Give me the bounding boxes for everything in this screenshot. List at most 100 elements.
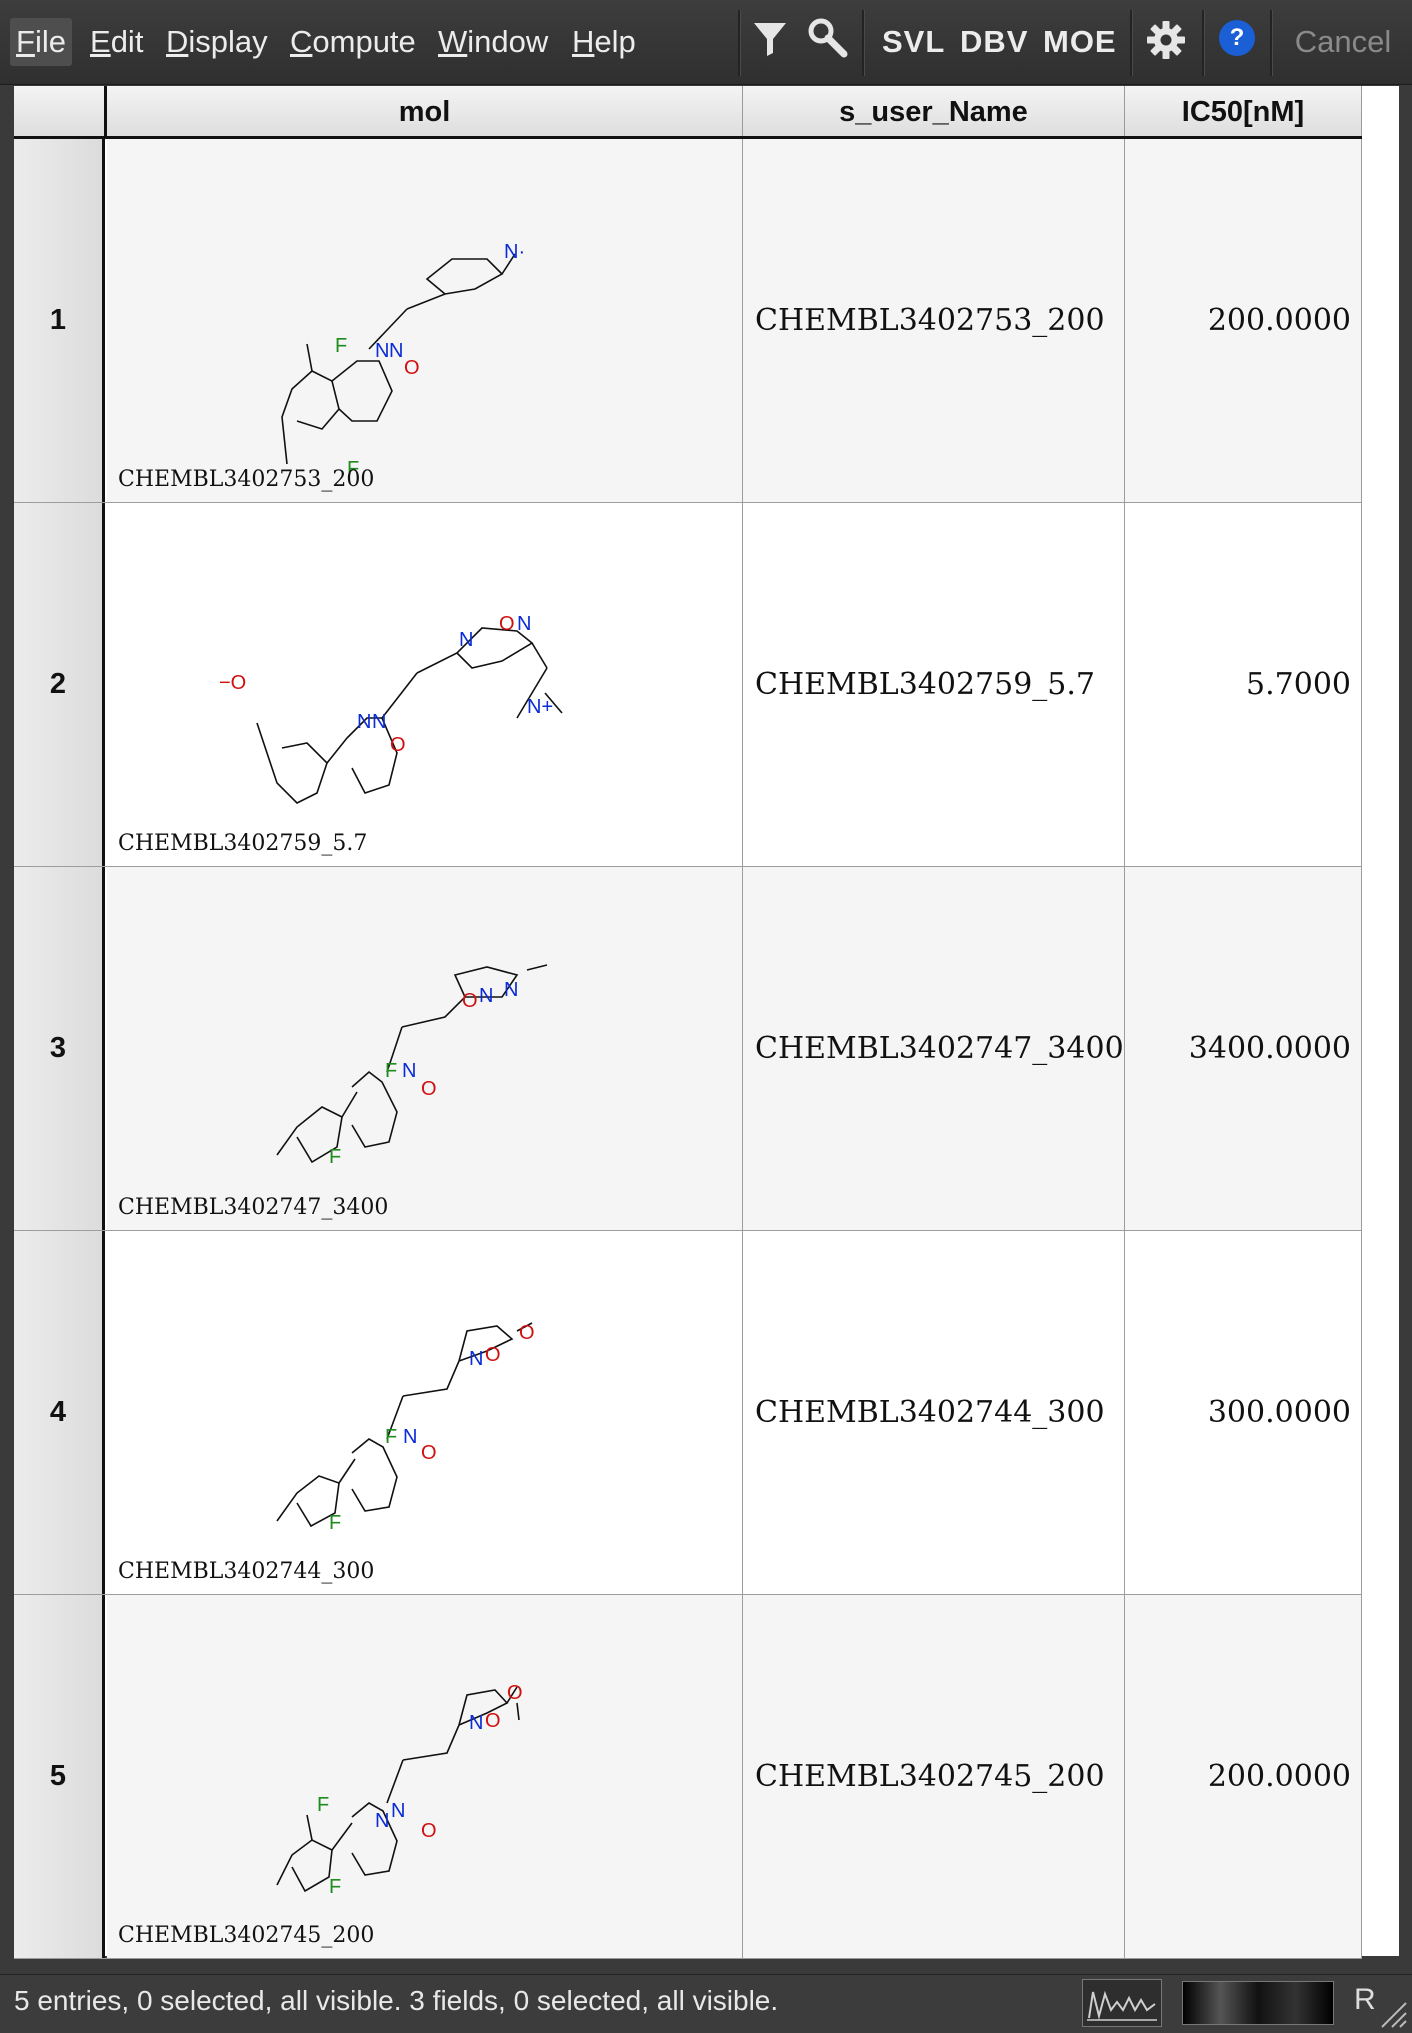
atom-label: N — [504, 979, 518, 1001]
atom-label: F — [385, 1426, 397, 1448]
help-icon[interactable]: ? — [1219, 20, 1255, 56]
atom-label: N — [469, 1712, 483, 1734]
molecule-cell[interactable]: −O N N O N O N N+ CHEMBL3402759_5.7 — [107, 503, 743, 866]
menu-file[interactable]: File — [10, 18, 72, 66]
name-cell[interactable]: CHEMBL3402744_300 — [743, 1231, 1125, 1594]
atom-label: −O — [219, 672, 246, 694]
atom-label: O — [519, 1322, 535, 1344]
molecule-caption: CHEMBL3402745_200 — [118, 1923, 375, 1948]
table-header-row: mol s_user_Name IC50[nM] — [14, 86, 1362, 139]
status-bar: 5 entries, 0 selected, all visible. 3 fi… — [0, 1974, 1412, 2033]
ic50-cell[interactable]: 200.0000 — [1125, 1595, 1362, 1958]
atom-label: O — [421, 1442, 437, 1464]
histogram-icon[interactable] — [1082, 1979, 1162, 2027]
row-number[interactable]: 1 — [14, 139, 105, 502]
menu-edit[interactable]: Edit — [90, 24, 144, 59]
atom-label: O — [507, 1682, 523, 1704]
molecule-structure: F N O F N O O — [276, 1322, 535, 1534]
atom-label: N — [372, 711, 386, 733]
row-number[interactable]: 5 — [14, 1595, 105, 1958]
dbv-button[interactable]: DBV — [960, 24, 1029, 59]
atom-label: F — [329, 1512, 341, 1534]
atom-label: F — [329, 1876, 341, 1898]
row-number[interactable]: 4 — [14, 1231, 105, 1594]
table-row[interactable]: 4 F N O F N O — [14, 1231, 1362, 1595]
menu-help[interactable]: Help — [572, 24, 636, 59]
molecule-structure: −O N N O N O N N+ — [219, 613, 563, 804]
row-number[interactable]: 2 — [14, 503, 105, 866]
atom-label: N — [402, 1060, 416, 1082]
r-label[interactable]: R — [1354, 1983, 1376, 2016]
table-right-gutter — [1376, 86, 1399, 1956]
molecule-caption: CHEMBL3402744_300 — [118, 1559, 375, 1584]
menu-display[interactable]: Display — [166, 24, 268, 59]
ic50-cell[interactable]: 5.7000 — [1125, 503, 1362, 866]
toolbar-separator — [1130, 10, 1133, 76]
molecule-caption: CHEMBL3402753_200 — [118, 467, 375, 492]
atom-label: O — [499, 613, 515, 635]
filter-icon[interactable] — [752, 20, 788, 58]
gear-icon[interactable] — [1146, 20, 1186, 60]
molecule-caption: CHEMBL3402747_3400 — [118, 1195, 389, 1220]
atom-label: O — [462, 990, 478, 1012]
atom-label: N — [375, 340, 389, 362]
svl-button[interactable]: SVL — [882, 24, 946, 59]
molecule-structure: F F N N O N· — [281, 241, 525, 480]
menu-compute[interactable]: Compute — [290, 24, 416, 59]
column-header-mol[interactable]: mol — [107, 86, 743, 136]
atom-label: F — [317, 1794, 329, 1816]
search-icon[interactable] — [806, 16, 848, 58]
atom-label: O — [421, 1078, 437, 1100]
table-row[interactable]: 5 F N N O — [14, 1595, 1362, 1959]
name-cell[interactable]: CHEMBL3402747_3400 — [743, 867, 1125, 1230]
molecule-cell[interactable]: F N O F O N N CHEMBL3402747_3400 — [107, 867, 743, 1230]
atom-label: N — [357, 711, 371, 733]
molecule-cell[interactable]: F N N O F N O O CHEMBL3402745_200 — [107, 1595, 743, 1958]
toolbar-separator — [862, 10, 865, 76]
column-header-name[interactable]: s_user_Name — [743, 86, 1125, 136]
atom-label: N — [389, 340, 403, 362]
table-row[interactable]: 1 F F N N O N· — [14, 139, 1362, 503]
molecule-cell[interactable]: F N O F N O O CHEMBL3402744_300 — [107, 1231, 743, 1594]
menu-window[interactable]: Window — [438, 24, 549, 59]
name-cell[interactable]: CHEMBL3402759_5.7 — [743, 503, 1125, 866]
atom-label: F — [329, 1146, 341, 1168]
ic50-cell[interactable]: 3400.0000 — [1125, 867, 1362, 1230]
table-row[interactable]: 3 F N O F O N — [14, 867, 1362, 1231]
atom-label: N — [403, 1426, 417, 1448]
name-cell[interactable]: CHEMBL3402745_200 — [743, 1595, 1125, 1958]
atom-label: O — [485, 1710, 501, 1732]
toolbar-separator — [738, 10, 741, 76]
atom-label: O — [404, 357, 420, 379]
resize-grip-icon[interactable] — [1378, 1995, 1408, 2029]
row-number-header[interactable] — [14, 86, 107, 136]
row-number[interactable]: 3 — [14, 867, 105, 1230]
name-cell[interactable]: CHEMBL3402753_200 — [743, 139, 1125, 502]
molecule-cell[interactable]: F F N N O N· CHEMBL3402753_200 — [107, 139, 743, 502]
atom-label: N — [469, 1348, 483, 1370]
atom-label: N — [459, 629, 473, 651]
ic50-cell[interactable]: 200.0000 — [1125, 139, 1362, 502]
menu-bar: File Edit Display Compute Window Help SV… — [0, 0, 1412, 85]
cancel-button[interactable]: Cancel — [1294, 24, 1392, 59]
atom-label: N — [375, 1810, 389, 1832]
atom-label: N — [391, 1800, 405, 1822]
molecule-structure: F N N O F N O O — [276, 1682, 523, 1898]
atom-label: F — [335, 335, 347, 357]
table-row[interactable]: 2 −O N N — [14, 503, 1362, 867]
atom-label: O — [485, 1344, 501, 1366]
atom-label: N+ — [527, 696, 553, 718]
data-table: mol s_user_Name IC50[nM] 1 F F — [14, 86, 1399, 1959]
ic50-cell[interactable]: 300.0000 — [1125, 1231, 1362, 1594]
colormap-bar[interactable] — [1182, 1981, 1334, 2025]
atom-label: O — [421, 1820, 437, 1842]
column-header-ic50[interactable]: IC50[nM] — [1125, 86, 1362, 136]
molecule-structure: F N O F O N N — [276, 964, 548, 1168]
status-text: 5 entries, 0 selected, all visible. 3 fi… — [14, 1985, 779, 2016]
atom-label: N· — [504, 241, 525, 263]
toolbar-separator — [1270, 10, 1273, 76]
atom-label: N — [479, 985, 493, 1007]
moe-button[interactable]: MOE — [1043, 24, 1117, 59]
atom-label: O — [390, 734, 406, 756]
atom-label: N — [517, 613, 531, 635]
